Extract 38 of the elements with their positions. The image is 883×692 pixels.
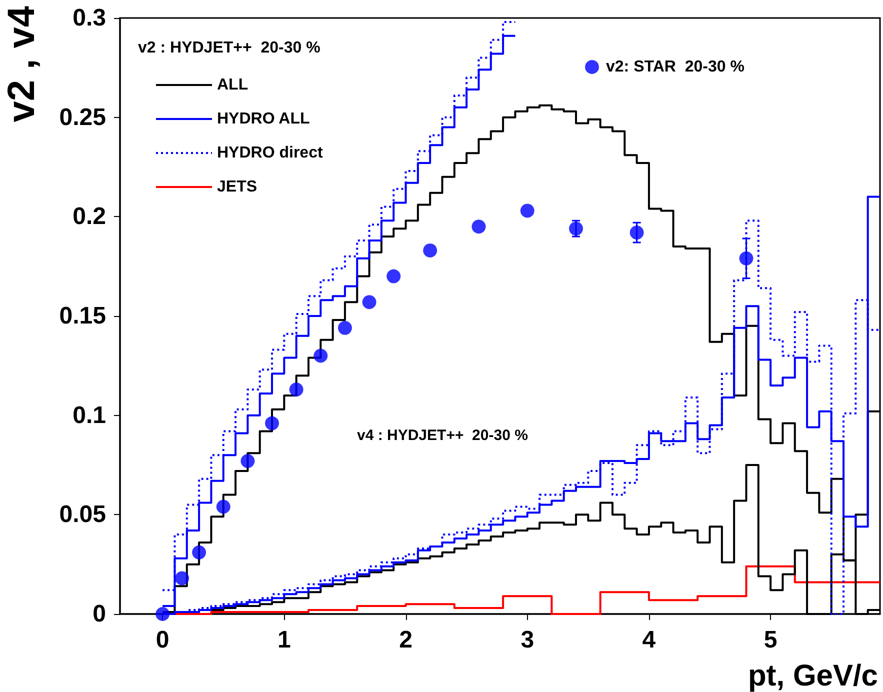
legend-title: v2 : HYDJET++ 20-30 % (138, 40, 320, 56)
legend-label: ALL (217, 76, 248, 94)
y-tick-label: 0.05 (59, 501, 106, 528)
point (472, 220, 486, 234)
legend-label: v2: STAR 20-30 % (606, 58, 744, 76)
y-tick-label: 0.1 (72, 402, 106, 429)
y-axis-title: v2 , v4 (1, 6, 43, 122)
legend-label: HYDRO direct (217, 144, 324, 162)
point (386, 269, 401, 284)
x-tick-label: 4 (642, 626, 656, 654)
annotation: v4 : HYDJET++ 20-30 % (357, 427, 528, 444)
point (240, 454, 255, 468)
x-axis-title: pt, GeV/c (748, 660, 878, 692)
x-tick-label: 0 (156, 626, 170, 654)
y-tick-label: 0.2 (72, 203, 106, 230)
x-tick-label: 5 (764, 626, 778, 654)
point (630, 226, 644, 240)
legend-label: HYDRO ALL (217, 110, 310, 128)
point (265, 416, 279, 430)
y-tick-label: 0.15 (59, 302, 106, 330)
x-tick-label: 3 (520, 626, 534, 654)
y-tick-label: 0.3 (72, 4, 106, 32)
y-tick-label: 0 (92, 600, 106, 628)
legend-label: JETS (217, 178, 258, 196)
point (216, 500, 230, 514)
point (362, 295, 376, 310)
point (175, 571, 190, 586)
point (739, 251, 754, 266)
point (289, 382, 304, 397)
point (314, 348, 328, 363)
point (192, 545, 206, 560)
point (156, 607, 170, 621)
y-tick-label: 0.25 (59, 104, 106, 131)
point (338, 320, 352, 335)
point (520, 204, 534, 218)
point (423, 243, 438, 258)
x-tick-label: 2 (399, 626, 412, 654)
x-tick-label: 1 (277, 626, 291, 654)
